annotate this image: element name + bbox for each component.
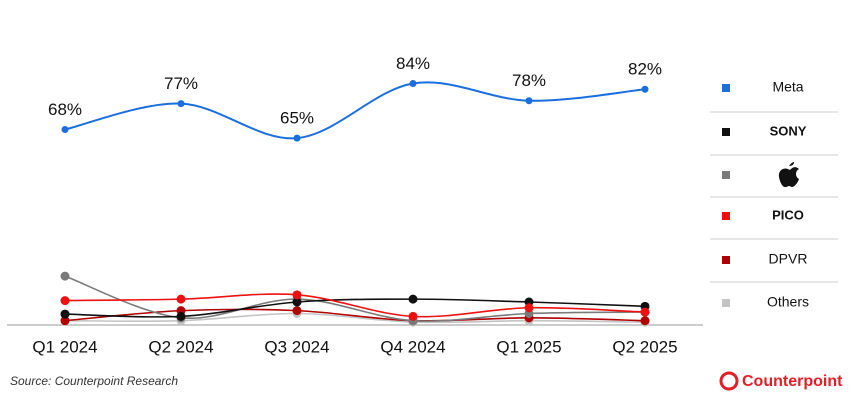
data-point [292,306,302,316]
data-point [408,311,418,321]
legend-label: DPVR [769,251,808,267]
data-point [525,97,533,105]
data-point [408,294,418,304]
x-tick-label: Q4 2024 [380,337,445,356]
x-tick-label: Q2 2025 [612,337,677,356]
legend-marker [722,256,730,264]
legend-marker [722,128,730,136]
data-label: 82% [628,60,662,79]
legend-label: PICO [772,207,804,222]
data-point [60,271,70,281]
series-line [64,81,646,140]
source: Source: Counterpoint Research [10,374,178,388]
brand-icon [719,371,739,391]
series-line [64,308,646,322]
data-label: 68% [48,100,82,119]
x-tick-label: Q3 2024 [264,337,329,356]
data-point [60,296,70,306]
data-point [60,316,70,326]
data-point [292,297,302,307]
x-tick-label: Q1 2024 [32,337,97,356]
data-point [293,134,301,142]
data-label: 65% [280,109,314,128]
legend-marker [722,212,730,220]
series-line [64,293,646,318]
legend-label: Meta [772,79,803,95]
data-point [409,80,417,87]
data-point [176,294,186,304]
legend-marker [722,171,730,179]
data-point [640,307,650,317]
data-label: 78% [512,71,546,90]
legend-label: SONY [770,123,807,138]
legend-logo [778,162,799,188]
legend-marker [722,299,730,307]
data-point [176,311,186,321]
x-tick-label: Q2 2024 [148,337,213,356]
series-line [64,298,646,318]
data-point [60,309,70,319]
legend-marker [722,84,730,92]
data-point [292,290,302,300]
data-point [177,100,185,108]
x-tick-label: Q1 2025 [496,337,561,356]
data-label: 84% [396,54,430,73]
brand: Counterpoint [742,373,843,390]
data-point [61,126,69,133]
data-point [524,303,534,313]
data-label: 77% [164,74,198,93]
legend-label: Others [767,294,809,310]
data-point [641,85,649,93]
series-line [64,275,646,322]
data-point [640,316,650,326]
series-line [64,312,646,324]
